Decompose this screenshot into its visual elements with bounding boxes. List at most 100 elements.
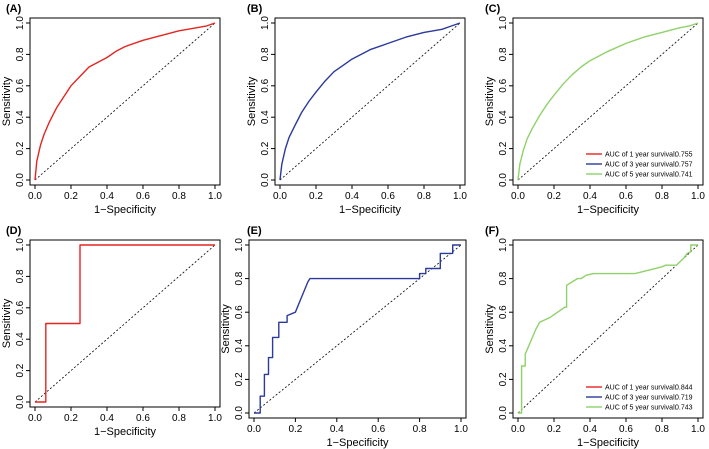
- legend-label: AUC of 1 year survival:: [605, 385, 677, 392]
- roc-curve-1-year: [34, 22, 216, 181]
- x-tick-label: 0.4: [345, 191, 359, 202]
- x-tick-label: 0.4: [583, 191, 597, 202]
- y-tick-label: 1.0: [260, 16, 271, 30]
- legend: AUC of 1 year survival:0.755 AUC of 3 yea…: [583, 147, 699, 181]
- y-tick-label: 0.4: [498, 338, 509, 352]
- panel-label: (D): [6, 225, 22, 237]
- y-tick-label: 0.4: [498, 110, 509, 124]
- legend-value: 0.743: [675, 405, 693, 412]
- legend-label: AUC of 5 year survival:: [605, 172, 677, 179]
- y-tick-label: 1.0: [498, 16, 509, 30]
- y-tick-label: 0.6: [15, 300, 26, 314]
- y-tick-label: 0.2: [234, 372, 245, 386]
- x-tick-label: 0.8: [413, 424, 427, 435]
- roc-curve-1-year: [35, 244, 215, 403]
- x-tick-label: 1.0: [691, 424, 705, 435]
- x-tick-label: 0.6: [619, 191, 633, 202]
- panel-label: (E): [247, 225, 262, 237]
- x-tick-label: 0.2: [547, 191, 561, 202]
- legend-label: AUC of 3 year survival:: [605, 162, 677, 169]
- x-tick-label: 0.0: [511, 191, 525, 202]
- x-axis-title: 1−Specificity: [577, 437, 640, 449]
- x-axis-title: 1−Specificity: [339, 204, 402, 216]
- y-tick-label: 0.4: [15, 110, 26, 124]
- x-tick-label: 0.6: [619, 424, 633, 435]
- y-tick-label: 0.4: [234, 338, 245, 352]
- y-tick-label: 0.8: [15, 47, 26, 61]
- x-tick-label: 0.6: [381, 191, 395, 202]
- x-tick-label: 0.0: [273, 191, 287, 202]
- roc-curve-5-year: [517, 22, 699, 181]
- roc-curve-5-year: [518, 244, 698, 414]
- x-tick-label: 0.2: [288, 424, 302, 435]
- panel-d: (D) 0.0 0.2 0.4 0.6 0.8 1.0 0.0 0.2 0.4 0.6 0.8 1.0 1…: [1, 225, 222, 438]
- panel-f: (F) 0.0 0.2 0.4 0.6 0.8 1.0 0.0 0.2 0.4 0.6 0.8 1.0 1…: [484, 225, 705, 449]
- x-axis-title: 1−Specificity: [326, 437, 389, 449]
- x-tick-label: 0.2: [309, 191, 323, 202]
- y-axis-title: Sensitivity: [484, 304, 496, 354]
- reference-diagonal: [517, 244, 699, 414]
- y-tick-label: 0.6: [234, 305, 245, 319]
- x-tick-label: 0.4: [330, 424, 344, 435]
- x-tick-label: 1.0: [691, 191, 705, 202]
- y-tick-label: 0.0: [234, 406, 245, 420]
- panel-c: (C) 0.0 0.2 0.4 0.6 0.8 1.0 0.0 0.2 0.4 0.6 0.8 1.0 1…: [484, 3, 705, 216]
- plot-frame: [29, 239, 221, 408]
- legend-value: 0.719: [675, 395, 693, 402]
- x-tick-label: 1.0: [208, 413, 222, 424]
- x-tick-label: 0.8: [417, 191, 431, 202]
- panel-a: (A) 0.0 0.2 0.4 0.6 0.8 1.0 0.0 0.2 0.4 0.6 0.8 1.0 1…: [1, 3, 222, 216]
- y-tick-label: 1.0: [15, 238, 26, 252]
- roc-curve-3-year: [254, 244, 461, 414]
- y-tick-label: 0.2: [498, 141, 509, 155]
- y-tick-label: 0.4: [15, 332, 26, 346]
- y-tick-label: 0.6: [498, 78, 509, 92]
- y-tick-label: 1.0: [498, 238, 509, 252]
- roc-curve-3-year: [279, 22, 461, 181]
- x-tick-label: 0.8: [655, 424, 669, 435]
- y-axis-title: Sensitivity: [246, 76, 258, 126]
- x-tick-label: 0.2: [547, 424, 561, 435]
- y-tick-label: 1.0: [15, 16, 26, 30]
- y-tick-label: 0.0: [15, 173, 26, 187]
- y-tick-label: 0.2: [15, 363, 26, 377]
- x-axis-title: 1−Specificity: [577, 204, 640, 216]
- x-tick-label: 0.6: [136, 413, 150, 424]
- x-tick-label: 0.4: [583, 424, 597, 435]
- y-tick-label: 0.2: [498, 372, 509, 386]
- x-tick-label: 1.0: [208, 191, 222, 202]
- y-tick-label: 0.6: [260, 78, 271, 92]
- y-tick-label: 0.8: [260, 47, 271, 61]
- y-tick-label: 1.0: [234, 238, 245, 252]
- x-tick-label: 0.8: [655, 191, 669, 202]
- x-tick-label: 0.8: [172, 191, 186, 202]
- legend-value: 0.844: [675, 385, 693, 392]
- legend: AUC of 1 year survival:0.844 AUC of 3 yea…: [583, 380, 699, 414]
- legend-box: [583, 147, 699, 181]
- x-tick-label: 0.6: [136, 191, 150, 202]
- x-tick-label: 0.2: [64, 413, 78, 424]
- panel-label: (B): [247, 3, 263, 15]
- x-axis-title: 1−Specificity: [94, 204, 157, 216]
- y-tick-label: 0.0: [498, 173, 509, 187]
- plot-frame: [512, 239, 704, 419]
- x-tick-label: 1.0: [454, 424, 468, 435]
- y-tick-label: 0.0: [15, 395, 26, 409]
- legend-value: 0.741: [675, 172, 693, 179]
- x-tick-label: 0.6: [371, 424, 385, 435]
- y-tick-label: 0.8: [15, 269, 26, 283]
- y-tick-label: 0.2: [15, 141, 26, 155]
- x-tick-label: 0.8: [172, 413, 186, 424]
- legend-value: 0.757: [675, 162, 693, 169]
- legend-box: [583, 380, 699, 414]
- y-axis-title: Sensitivity: [220, 304, 232, 354]
- plot-frame: [248, 239, 467, 419]
- x-axis-title: 1−Specificity: [94, 426, 157, 438]
- y-tick-label: 0.0: [498, 406, 509, 420]
- panel-label: (A): [6, 3, 22, 15]
- x-tick-label: 0.4: [100, 413, 114, 424]
- y-axis-title: Sensitivity: [484, 76, 496, 126]
- panel-b: (B) 0.0 0.2 0.4 0.6 0.8 1.0 0.0 0.2 0.4 0.6 0.8 1.0 1…: [246, 3, 467, 216]
- y-tick-label: 0.6: [15, 78, 26, 92]
